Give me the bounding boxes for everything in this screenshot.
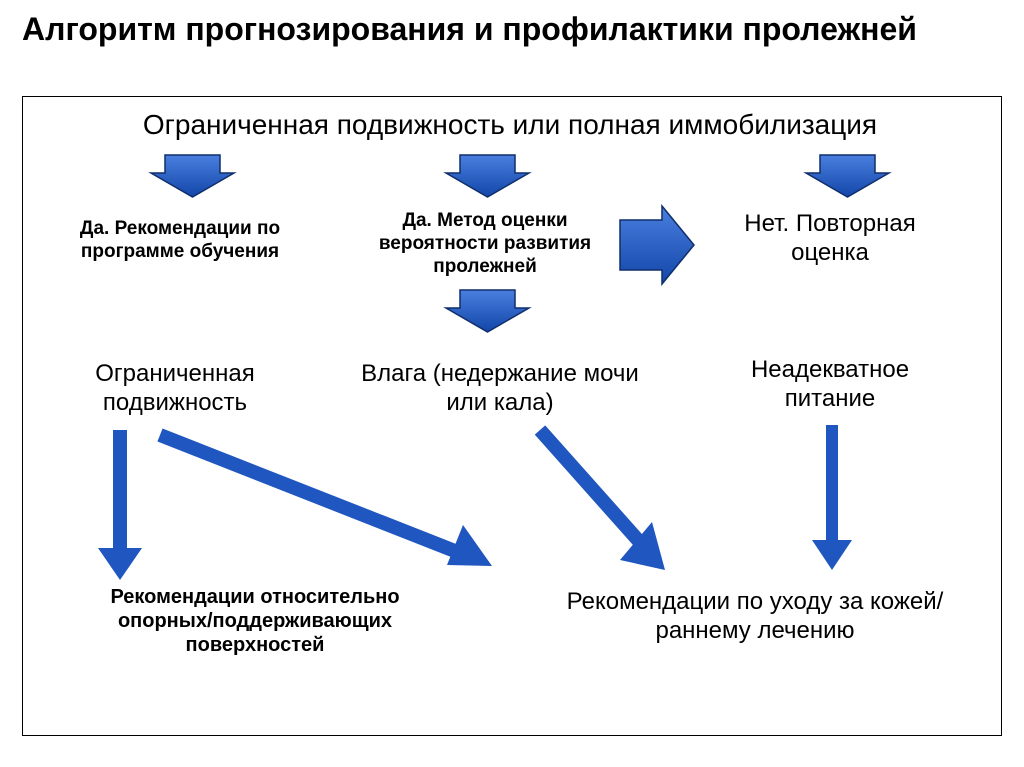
node-limited-mobility: Ограниченная подвижность bbox=[50, 360, 300, 418]
node-yes-assessment: Да. Метод оценки вероятности развития пр… bbox=[355, 210, 615, 278]
node-nutrition: Неадекватное питание bbox=[715, 356, 945, 414]
slide-title: Алгоритм прогнозирования и профилактики … bbox=[22, 10, 922, 48]
node-surface-recs: Рекомендации относительно опорных/поддер… bbox=[95, 585, 415, 657]
node-immobilization: Ограниченная подвижность или полная иммо… bbox=[105, 108, 915, 142]
node-yes-education: Да. Рекомендации по программе обучения bbox=[50, 218, 310, 264]
node-skin-recs: Рекомендации по уходу за кожей/раннему л… bbox=[565, 588, 945, 646]
node-no-reassess: Нет. Повторная оценка bbox=[715, 210, 945, 268]
node-moisture: Влага (недержание мочи или кала) bbox=[355, 360, 645, 418]
